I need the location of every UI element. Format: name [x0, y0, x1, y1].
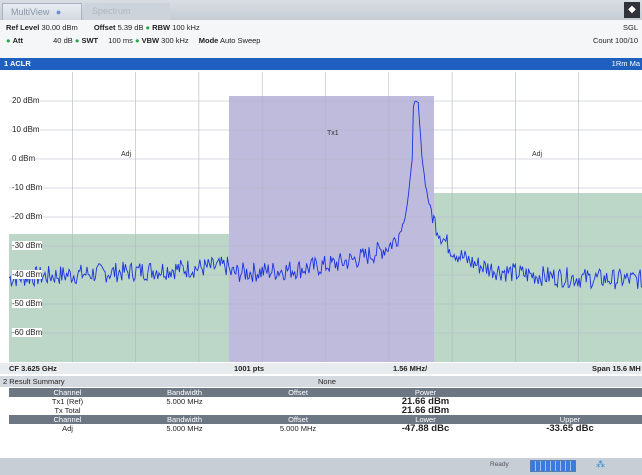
- row-bandwidth: [126, 406, 243, 415]
- ref-level-label: Ref Level: [6, 23, 40, 32]
- row-channel: Adj: [62, 424, 73, 433]
- tab-multiview-label: MultiView: [11, 7, 50, 17]
- status-ready-text: Ready: [490, 461, 509, 468]
- offset-value[interactable]: 5.39 dB: [117, 23, 144, 32]
- col-lower: Lower: [353, 415, 498, 424]
- table-row: Tx1 (Ref) 5.000 MHz 21.66 dBm: [9, 396, 642, 407]
- result-summary-table: Channel Bandwidth Offset Power Tx1 (Ref)…: [9, 388, 642, 433]
- table-row: Adj 5.000 MHz 5.000 MHz -47.88 dBc -33.6…: [9, 423, 642, 434]
- spectrum-svg: Adj Tx1 Adj: [9, 72, 642, 362]
- aclr-spectrum-plot[interactable]: Adj Tx1 Adj 20 dBm 10 dBm 0 dBm -10 dBm -20 …: [9, 72, 642, 362]
- plot-footer: CF 3.625 GHz 1001 pts 1.56 MHz/ Span 15.…: [0, 363, 642, 374]
- y-tick-label: 20 dBm: [12, 96, 40, 105]
- y-tick-label: 0 dBm: [12, 154, 36, 163]
- trace-indicator: 1Rm Ma: [611, 59, 640, 68]
- row-channel: Tx Total: [54, 406, 81, 415]
- offset-label: Offset: [93, 23, 116, 32]
- adj-channel-right-band: [434, 193, 642, 362]
- vbw-label: VBW: [141, 36, 160, 45]
- row-offset: 5.000 MHz: [279, 424, 317, 433]
- result-header-row: Channel Bandwidth Offset Lower Upper: [9, 415, 642, 424]
- vbw-coupled-icon: ●: [134, 36, 140, 45]
- att-coupled-icon: ●: [6, 36, 11, 45]
- row-power: 21.66 dBm: [401, 405, 450, 416]
- y-tick-label: -40 dBm: [12, 270, 43, 279]
- rbw-value[interactable]: 100 kHz: [172, 23, 200, 32]
- swt-coupled-icon: ●: [74, 36, 80, 45]
- sweep-points: 1001 pts: [234, 364, 265, 373]
- tab-spectrum[interactable]: Spectrum: [84, 3, 170, 20]
- y-tick-label: -30 dBm: [12, 241, 43, 250]
- frequency-per-division: 1.56 MHz/: [393, 364, 428, 373]
- y-tick-label: -50 dBm: [12, 299, 43, 308]
- adj-channel-left-band: [9, 234, 229, 362]
- col-offset: Offset: [243, 415, 353, 424]
- rbw-coupled-icon: ●: [145, 23, 151, 32]
- row-lower: -47.88 dBc: [401, 423, 450, 434]
- result-summary-title-bar: 2 Result Summary None: [0, 376, 642, 387]
- row-offset: [243, 397, 353, 406]
- row-empty: [498, 406, 642, 415]
- y-tick-label: -10 dBm: [12, 183, 43, 192]
- col-channel: Channel: [9, 415, 126, 424]
- adj-left-label: Adj: [121, 151, 132, 158]
- result-summary-title: 2 Result Summary: [3, 377, 65, 386]
- row-bandwidth: 5.000 MHz: [166, 397, 203, 406]
- ref-level-value[interactable]: 30.00 dBm: [41, 23, 78, 32]
- col-offset: Offset: [243, 388, 353, 397]
- plot-grid: [9, 72, 642, 362]
- activity-icon: ⁂: [596, 459, 605, 469]
- row-power: 21.66 dBm: [401, 396, 450, 407]
- y-tick-label: -60 dBm: [12, 328, 43, 337]
- swt-label: SWT: [81, 36, 99, 45]
- y-tick-label: -20 dBm: [12, 212, 43, 221]
- settings-row-1: Ref Level 30.00 dBm Offset 5.39 dB ● RBW…: [6, 22, 200, 34]
- row-empty: [498, 397, 642, 406]
- adj-right-label: Adj: [532, 151, 543, 158]
- att-label: Att: [12, 36, 24, 45]
- status-bar: [0, 458, 642, 475]
- att-value[interactable]: 40 dB: [53, 36, 73, 45]
- pane-title-bar: 1 ACLR 1Rm Ma: [0, 58, 642, 70]
- result-header-row: Channel Bandwidth Offset Power: [9, 388, 642, 397]
- close-icon[interactable]: ●: [55, 7, 62, 17]
- col-empty: [498, 388, 642, 397]
- tx-channel-band: [229, 96, 434, 362]
- mode-value[interactable]: Auto Sweep: [220, 36, 261, 45]
- tab-multiview[interactable]: MultiView ●: [2, 3, 82, 20]
- settings-row-2: ● Att 40 dB ● SWT 100 ms ● VBW 300 kHz M…: [6, 35, 260, 47]
- row-channel: Tx1 (Ref): [51, 397, 84, 406]
- result-summary-mode: None: [318, 377, 336, 386]
- row-upper: -33.65 dBc: [546, 423, 594, 434]
- col-bandwidth: Bandwidth: [126, 388, 243, 397]
- row-bandwidth: 5.000 MHz: [166, 424, 203, 433]
- swt-value[interactable]: 100 ms: [108, 36, 133, 45]
- y-tick-label: 10 dBm: [12, 125, 40, 134]
- measurement-settings-header: Ref Level 30.00 dBm Offset 5.39 dB ● RBW…: [0, 20, 642, 58]
- tab-bar: MultiView ● Spectrum ◆: [0, 0, 642, 20]
- col-upper: Upper: [498, 415, 642, 424]
- vbw-value[interactable]: 300 kHz: [161, 36, 189, 45]
- table-row: Tx Total 21.66 dBm: [9, 405, 642, 416]
- sweep-progress-bar: [530, 460, 576, 472]
- span-value[interactable]: Span 15.6 MH: [592, 364, 641, 373]
- col-bandwidth: Bandwidth: [126, 415, 243, 424]
- sgl-indicator: SGL: [622, 23, 638, 32]
- center-frequency[interactable]: CF 3.625 GHz: [9, 364, 57, 373]
- sweep-count: Count 100/10: [592, 36, 638, 45]
- rbw-label: RBW: [152, 23, 171, 32]
- col-channel: Channel: [9, 388, 126, 397]
- col-power: Power: [353, 388, 498, 397]
- pane-title: 1 ACLR: [4, 59, 31, 68]
- spectrum-trace: [9, 100, 642, 290]
- row-offset: [243, 406, 353, 415]
- tx1-label: Tx1: [327, 130, 339, 137]
- tab-spectrum-label: Spectrum: [92, 6, 131, 16]
- rs-logo-icon: ◆: [624, 2, 640, 18]
- mode-label: Mode: [198, 36, 219, 45]
